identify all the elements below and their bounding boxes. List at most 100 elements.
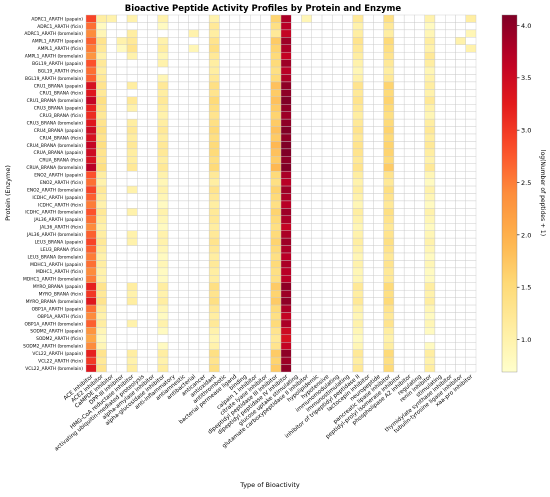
- heatmap-cell: [291, 230, 302, 239]
- heatmap-cell: [137, 319, 148, 328]
- heatmap-cell: [239, 178, 251, 187]
- heatmap-cell: [106, 289, 117, 298]
- heatmap-cell: [85, 133, 97, 142]
- heatmap-cell: [126, 252, 138, 261]
- x-axis-label: Type of Bioactivity: [239, 481, 300, 489]
- heatmap-cell: [403, 349, 415, 358]
- heatmap-cell: [291, 74, 302, 83]
- heatmap-cell: [445, 215, 456, 224]
- row-label: CRUA_BRANA (bromelain): [26, 165, 83, 171]
- heatmap-cell: [280, 342, 292, 350]
- row-label: AMPL1_ARATH (ficin): [38, 46, 84, 52]
- heatmap-cell: [301, 156, 312, 164]
- row-label: OBP1A_ARATH (ficin): [37, 314, 83, 320]
- heatmap-cell: [147, 178, 159, 187]
- heatmap-cell: [96, 51, 107, 60]
- heatmap-cell: [239, 349, 251, 358]
- heatmap-cell: [198, 200, 210, 209]
- heatmap-cell: [219, 66, 230, 75]
- heatmap-cell: [465, 342, 477, 350]
- heatmap-cell: [188, 312, 200, 321]
- heatmap-cell: [219, 245, 230, 254]
- heatmap-cell: [116, 111, 128, 120]
- heatmap-cell: [167, 74, 179, 83]
- heatmap-cell: [147, 208, 159, 217]
- heatmap-cell: [270, 156, 282, 164]
- heatmap-cell: [455, 245, 466, 254]
- colorbar-tick-label: 4.0: [521, 22, 531, 30]
- heatmap-cell: [198, 334, 210, 343]
- heatmap-cell: [106, 51, 117, 60]
- heatmap-cell: [434, 111, 446, 120]
- heatmap-cell: [321, 81, 333, 90]
- heatmap-cell: [301, 289, 312, 298]
- heatmap-cell: [96, 304, 107, 313]
- heatmap-cell: [198, 156, 210, 164]
- heatmap-cell: [137, 133, 148, 142]
- heatmap-cell: [342, 66, 354, 75]
- heatmap-cell: [393, 282, 405, 291]
- heatmap-cell: [414, 118, 425, 127]
- heatmap-cell: [85, 37, 97, 45]
- heatmap-cell: [414, 66, 425, 75]
- heatmap-cell: [445, 193, 456, 202]
- heatmap-cell: [414, 126, 425, 135]
- heatmap-cell: [362, 327, 374, 336]
- heatmap-cell: [270, 304, 282, 313]
- heatmap-cell: [260, 252, 271, 261]
- heatmap-cell: [291, 170, 302, 179]
- heatmap-cell: [96, 230, 107, 239]
- heatmap-cell: [167, 111, 179, 120]
- heatmap-cell: [106, 334, 117, 343]
- heatmap-cell: [301, 104, 312, 112]
- heatmap-cell: [250, 170, 261, 179]
- heatmap-cell: [434, 29, 446, 38]
- heatmap-cell: [321, 14, 333, 23]
- heatmap-cell: [352, 156, 364, 164]
- heatmap-cell: [147, 356, 159, 365]
- heatmap-cell: [229, 193, 241, 202]
- heatmap-cell: [445, 59, 456, 68]
- heatmap-cell: [424, 237, 436, 246]
- heatmap-cell: [147, 59, 159, 68]
- heatmap-cell: [229, 312, 241, 321]
- heatmap-cell: [188, 342, 200, 350]
- heatmap-cell: [362, 223, 374, 231]
- heatmap-cell: [106, 349, 117, 358]
- heatmap-cell: [342, 118, 354, 127]
- heatmap-cell: [126, 163, 138, 172]
- heatmap-cell: [270, 282, 282, 291]
- heatmap-cell: [250, 89, 261, 98]
- heatmap-cell: [229, 334, 241, 343]
- heatmap-cell: [178, 215, 189, 224]
- heatmap-cell: [301, 170, 312, 179]
- heatmap-cell: [250, 178, 261, 187]
- heatmap-cell: [352, 118, 364, 127]
- heatmap-cell: [291, 327, 302, 336]
- heatmap-cell: [393, 342, 405, 350]
- heatmap-cell: [455, 44, 466, 53]
- heatmap-cell: [414, 170, 425, 179]
- heatmap-cell: [280, 170, 292, 179]
- heatmap-cell: [219, 275, 230, 283]
- heatmap-cell: [137, 141, 148, 150]
- heatmap-cell: [280, 59, 292, 68]
- heatmap-cell: [137, 342, 148, 350]
- heatmap-cell: [239, 14, 251, 23]
- heatmap-cell: [342, 260, 354, 269]
- heatmap-cell: [198, 51, 210, 60]
- heatmap-cell: [198, 275, 210, 283]
- heatmap-cell: [167, 133, 179, 142]
- heatmap-cell: [455, 289, 466, 298]
- heatmap-cell: [260, 297, 271, 306]
- heatmap-cell: [178, 304, 189, 313]
- heatmap-cell: [167, 126, 179, 135]
- heatmap-cell: [414, 51, 425, 60]
- heatmap-cell: [260, 178, 271, 187]
- row-label: ENO2_ARATH (bromelain): [27, 187, 83, 193]
- heatmap-cell: [219, 170, 230, 179]
- heatmap-cell: [383, 29, 395, 38]
- heatmap-cell: [434, 237, 446, 246]
- heatmap-cell: [85, 327, 97, 336]
- heatmap-cell: [424, 230, 436, 239]
